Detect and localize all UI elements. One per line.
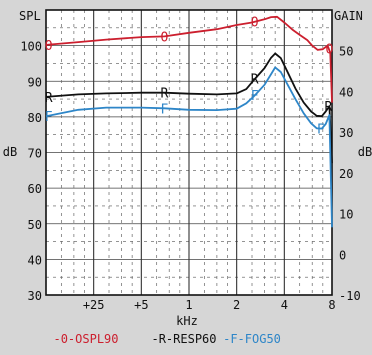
series-marker-2: F — [45, 110, 53, 125]
x-tick-label: +5 — [134, 298, 148, 312]
x-tick-label: 4 — [281, 298, 288, 312]
x-tick-label: 1 — [185, 298, 192, 312]
x-axis-title: kHz — [176, 314, 198, 328]
grid — [46, 10, 332, 295]
left-tick-label: 50 — [28, 218, 42, 232]
series-marker-2: F — [161, 102, 169, 117]
legend-entry-0: -0-OSPL90 — [53, 332, 118, 346]
series-marker-2: F — [251, 89, 259, 104]
right-tick-label: 10 — [339, 208, 353, 222]
right-axis-unit: dB — [358, 145, 372, 159]
series-line-1 — [45, 52, 333, 164]
left-tick-label: 60 — [28, 182, 42, 196]
right-tick-label: 40 — [339, 85, 353, 99]
series-marker-2: F — [317, 122, 325, 137]
series-marker-0: O — [251, 15, 259, 30]
left-tick-label: 30 — [28, 289, 42, 303]
series-line-0 — [45, 15, 333, 103]
right-axis-title: GAIN — [334, 9, 363, 23]
right-tick-label: 20 — [339, 167, 353, 181]
left-tick-label: 70 — [28, 147, 42, 161]
legend-entry-1: -R-RESP60 — [151, 332, 216, 346]
right-tick-label: 50 — [339, 45, 353, 59]
series-marker-0: O — [161, 30, 169, 45]
x-tick-label: 8 — [328, 298, 335, 312]
legend-entry-2: -F-FOG50 — [223, 332, 281, 346]
left-axis-ticks: 100 90 80 70 60 50 40 30 — [20, 40, 42, 303]
series-marker-1: R — [325, 100, 333, 115]
x-tick-label: 2 — [233, 298, 240, 312]
left-tick-label: 100 — [20, 40, 42, 54]
left-axis-title: SPL — [19, 9, 41, 23]
series-marker-1: R — [45, 91, 53, 106]
series-marker-1: R — [161, 87, 169, 102]
series-marker-0: O — [45, 39, 53, 54]
right-tick-label: 30 — [339, 126, 353, 140]
left-tick-label: 40 — [28, 253, 42, 267]
series-marker-0: O — [325, 42, 333, 57]
x-tick-label: +25 — [83, 298, 105, 312]
right-tick-label: 0 — [339, 248, 346, 262]
right-tick-label: -10 — [339, 289, 361, 303]
series-line-2 — [45, 66, 333, 228]
left-tick-label: 80 — [28, 111, 42, 125]
series-layer — [45, 15, 333, 228]
legend: -0-OSPL90 -R-RESP60 -F-FOG50 — [53, 332, 280, 346]
left-axis-unit: dB — [3, 145, 17, 159]
series-marker-1: R — [251, 72, 259, 87]
left-tick-label: 90 — [28, 75, 42, 89]
x-axis-ticks: +25 +5 1 2 4 8 — [83, 298, 336, 312]
right-axis-ticks: 50 40 30 20 10 0 -10 — [339, 45, 361, 303]
